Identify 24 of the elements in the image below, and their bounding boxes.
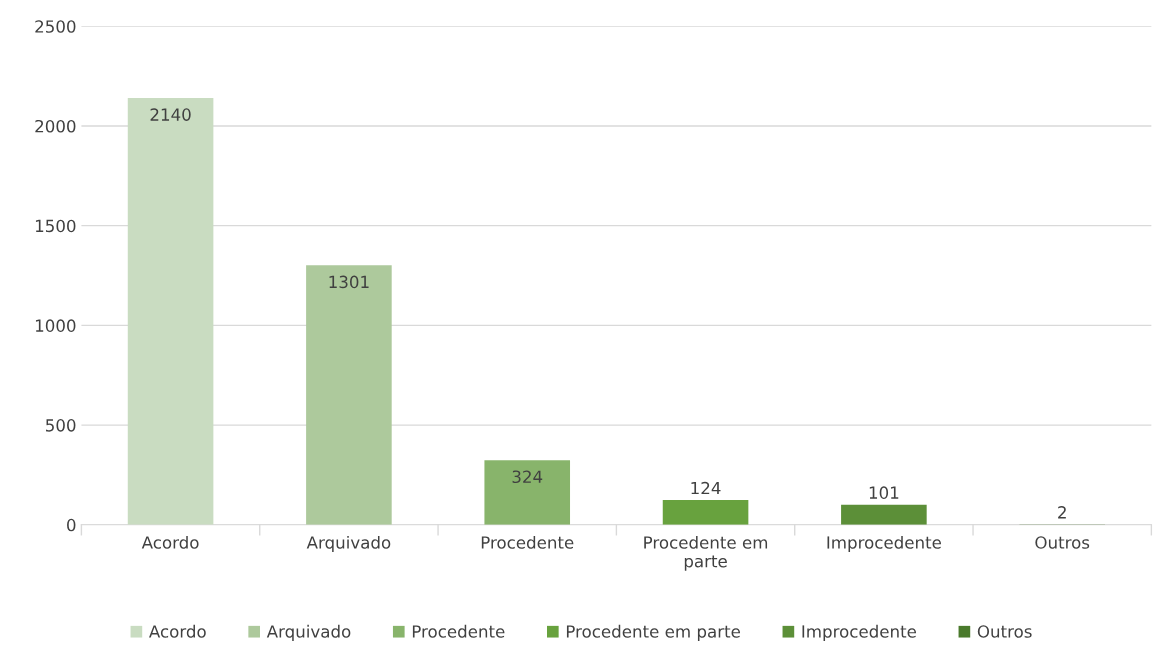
data-label: 324: [512, 470, 543, 484]
legend-label: Arquivado: [266, 624, 351, 641]
x-tick-label: Procedente: [481, 535, 574, 549]
x-tick-label: Procedente em parte: [644, 535, 768, 571]
x-tick-label: Arquivado: [306, 535, 391, 553]
y-tick-label: 1500: [35, 219, 76, 233]
legend-label: Procedente em parte: [566, 624, 740, 641]
y-tick-label: 2000: [35, 119, 76, 133]
legend-label: Improcedente: [802, 624, 916, 641]
y-tick-label: 500: [46, 419, 76, 432]
data-label: 2: [1058, 506, 1066, 519]
y-tick-label: 1000: [35, 319, 76, 332]
y-tick-label: 2500: [35, 20, 76, 33]
data-label: 124: [691, 481, 721, 495]
data-label: 2140: [150, 108, 191, 121]
legend-label: Outros: [977, 625, 1032, 638]
legend-label: Acordo: [149, 624, 206, 638]
data-label: 1301: [329, 275, 369, 289]
x-tick-label: Outros: [1035, 536, 1090, 549]
x-tick-label: Acordo: [141, 535, 199, 549]
legend-label: Procedente: [412, 624, 505, 638]
y-tick-label: 0: [67, 518, 76, 532]
data-label: 101: [869, 486, 899, 499]
x-tick-label: Improcedente: [827, 535, 941, 553]
